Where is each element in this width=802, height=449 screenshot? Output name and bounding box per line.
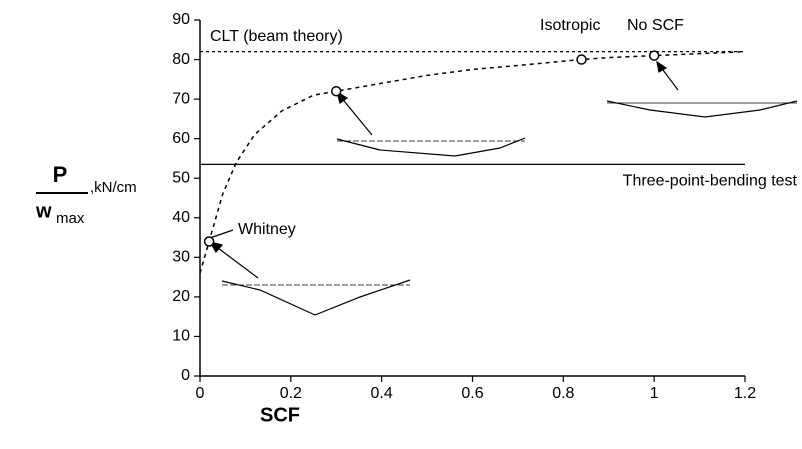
annotation: No SCF: [627, 17, 684, 34]
x-tick-label: 1: [650, 385, 659, 402]
y-tick-label: 10: [172, 328, 190, 345]
marker: [576, 54, 587, 65]
y-tick-label: 80: [172, 51, 190, 68]
y-tick-label: 40: [172, 209, 190, 226]
reference-label: CLT (beam theory): [210, 28, 343, 45]
y-tick-label: 60: [172, 130, 190, 147]
y-tick-label: 30: [172, 249, 190, 266]
y-label-denominator: w: [35, 200, 52, 222]
x-tick-label: 0.2: [280, 385, 302, 402]
marker: [203, 236, 215, 247]
marker: [331, 85, 342, 97]
x-tick-label: 0.6: [461, 385, 483, 402]
x-tick-label: 0: [196, 385, 205, 402]
annotation: Whitney: [238, 221, 296, 238]
x-tick-label: 0.8: [552, 385, 574, 402]
curve: [199, 50, 746, 274]
y-tick-label: 70: [172, 90, 190, 107]
y-tick-label: 90: [172, 11, 190, 28]
x-axis-label: SCF: [260, 404, 300, 426]
y-label-unit: ,kN/cm: [90, 179, 137, 196]
y-label-subscript: max: [56, 210, 85, 227]
y-label-numerator: P: [53, 162, 68, 187]
x-tick-label: 0.4: [371, 385, 393, 402]
y-tick-label: 20: [172, 288, 190, 305]
y-tick-label: 50: [172, 169, 190, 186]
reference-label: Three-point-bending test: [623, 173, 798, 190]
x-tick-label: 1.2: [734, 385, 756, 402]
marker: [648, 50, 660, 61]
y-tick-label: 0: [181, 367, 190, 384]
annotation: Isotropic: [540, 17, 600, 34]
inset-drawings: [206, 60, 798, 316]
